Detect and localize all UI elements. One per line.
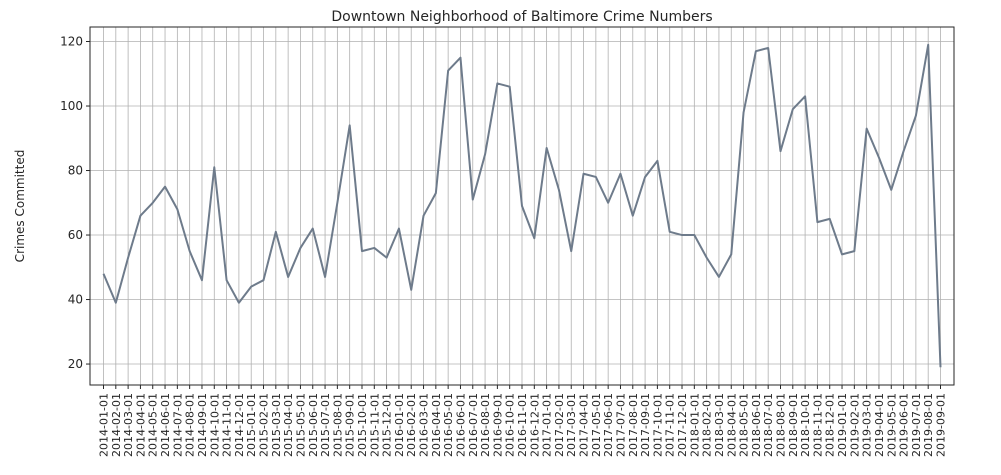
x-tick-label: 2018-08-01 xyxy=(774,393,787,457)
x-tick-label: 2018-09-01 xyxy=(787,393,800,457)
x-tick-label: 2014-05-01 xyxy=(147,393,160,457)
x-tick-label: 2015-03-01 xyxy=(270,393,283,457)
x-tick-label: 2016-08-01 xyxy=(479,393,492,457)
x-tick-label: 2015-02-01 xyxy=(258,393,271,457)
x-tick-label: 2015-06-01 xyxy=(307,393,320,457)
x-tick-label: 2019-02-01 xyxy=(848,393,861,457)
grid-lines xyxy=(90,27,954,385)
x-tick-label: 2014-03-01 xyxy=(122,393,135,457)
x-tick-label: 2016-06-01 xyxy=(454,393,467,457)
x-tick-label: 2015-12-01 xyxy=(381,393,394,457)
x-tick-label: 2014-07-01 xyxy=(171,393,184,457)
x-tick-label: 2014-11-01 xyxy=(221,393,234,457)
y-tick-label: 40 xyxy=(68,293,83,307)
x-tick-label: 2019-05-01 xyxy=(885,393,898,457)
x-tick-label: 2014-10-01 xyxy=(208,393,221,457)
x-tick-label: 2017-11-01 xyxy=(664,393,677,457)
x-tick-label: 2016-07-01 xyxy=(467,393,480,457)
x-tick-label: 2015-11-01 xyxy=(368,393,381,457)
y-tick-label: 80 xyxy=(68,164,83,178)
x-tick-label: 2018-07-01 xyxy=(762,393,775,457)
x-tick-label: 2016-09-01 xyxy=(491,393,504,457)
x-tick-label: 2017-07-01 xyxy=(614,393,627,457)
x-tick-label: 2017-03-01 xyxy=(565,393,578,457)
x-tick-label: 2019-08-01 xyxy=(922,393,935,457)
x-tick-label: 2019-09-01 xyxy=(935,393,948,457)
x-tick-label: 2017-09-01 xyxy=(639,393,652,457)
series-line xyxy=(102,43,942,368)
x-tick-label: 2016-02-01 xyxy=(405,393,418,457)
x-tick-label: 2014-04-01 xyxy=(134,393,147,457)
x-tick-label: 2015-09-01 xyxy=(344,393,357,457)
y-axis-ticks: 20 40 60 80 100 120 xyxy=(60,35,90,371)
x-tick-label: 2014-06-01 xyxy=(159,393,172,457)
x-tick-label: 2018-12-01 xyxy=(824,393,837,457)
x-tick-label: 2016-05-01 xyxy=(442,393,455,457)
x-tick-label: 2017-01-01 xyxy=(541,393,554,457)
x-tick-label: 2018-03-01 xyxy=(713,393,726,457)
x-tick-label: 2019-04-01 xyxy=(873,393,886,457)
x-tick-label: 2019-07-01 xyxy=(910,393,923,457)
x-tick-label: 2014-08-01 xyxy=(184,393,197,457)
x-axis-ticks: 2014-01-01 2014-02-01 2014-03-01 2014-04-01… xyxy=(98,385,948,457)
x-tick-label: 2016-12-01 xyxy=(528,393,541,457)
x-tick-label: 2018-04-01 xyxy=(725,393,738,457)
x-tick-label: 2015-07-01 xyxy=(319,393,332,457)
y-axis-label: Crimes Committed xyxy=(13,150,27,263)
x-tick-label: 2019-01-01 xyxy=(836,393,849,457)
x-tick-label: 2016-04-01 xyxy=(430,393,443,457)
x-tick-label: 2014-09-01 xyxy=(196,393,209,457)
x-tick-label: 2017-06-01 xyxy=(602,393,615,457)
y-tick-label: 60 xyxy=(68,228,83,242)
x-tick-label: 2015-10-01 xyxy=(356,393,369,457)
x-tick-label: 2016-11-01 xyxy=(516,393,529,457)
y-tick-label: 120 xyxy=(60,35,83,49)
x-tick-label: 2014-02-01 xyxy=(110,393,123,457)
x-tick-label: 2018-11-01 xyxy=(811,393,824,457)
x-tick-label: 2017-08-01 xyxy=(627,393,640,457)
y-tick-label: 20 xyxy=(68,357,83,371)
x-tick-label: 2014-01-01 xyxy=(98,393,111,457)
x-tick-label: 2015-04-01 xyxy=(282,393,295,457)
x-tick-label: 2015-05-01 xyxy=(294,393,307,457)
x-tick-label: 2018-10-01 xyxy=(799,393,812,457)
x-tick-label: 2018-02-01 xyxy=(701,393,714,457)
x-tick-label: 2017-10-01 xyxy=(651,393,664,457)
x-tick-label: 2016-10-01 xyxy=(504,393,517,457)
x-tick-label: 2016-03-01 xyxy=(418,393,431,457)
x-tick-label: 2016-01-01 xyxy=(393,393,406,457)
x-tick-label: 2014-12-01 xyxy=(233,393,246,457)
x-tick-label: 2018-06-01 xyxy=(750,393,763,457)
chart-title: Downtown Neighborhood of Baltimore Crime… xyxy=(331,9,712,25)
x-tick-label: 2019-06-01 xyxy=(898,393,911,457)
x-tick-label: 2015-01-01 xyxy=(245,393,258,457)
y-tick-label: 100 xyxy=(60,99,83,113)
x-tick-label: 2015-08-01 xyxy=(331,393,344,457)
x-tick-label: 2018-05-01 xyxy=(738,393,751,457)
x-tick-label: 2017-05-01 xyxy=(590,393,603,457)
x-tick-label: 2017-04-01 xyxy=(578,393,591,457)
x-tick-label: 2018-01-01 xyxy=(688,393,701,457)
x-tick-label: 2017-12-01 xyxy=(676,393,689,457)
x-tick-label: 2019-03-01 xyxy=(861,393,874,457)
x-tick-label: 2017-02-01 xyxy=(553,393,566,457)
